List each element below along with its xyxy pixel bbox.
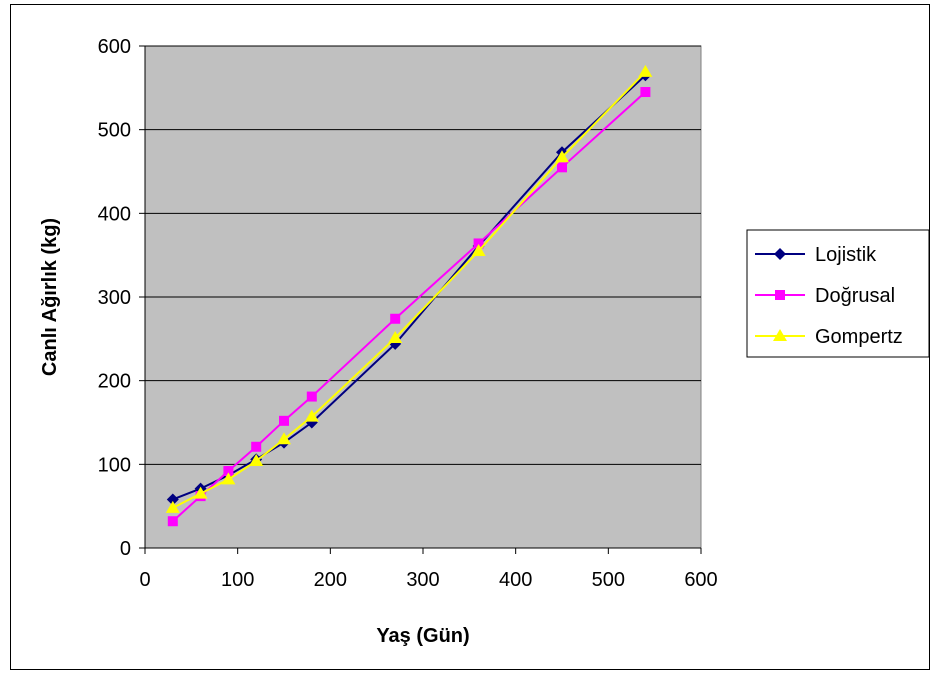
legend-marker bbox=[775, 290, 785, 300]
y-tick-label: 100 bbox=[98, 454, 131, 476]
x-tick-label: 300 bbox=[406, 569, 439, 591]
series-layer bbox=[165, 64, 653, 527]
data-point bbox=[473, 238, 484, 249]
data-point bbox=[306, 391, 317, 402]
data-point bbox=[277, 432, 291, 445]
x-tick-label: 200 bbox=[314, 569, 347, 591]
y-tick-label: 400 bbox=[98, 203, 131, 225]
series-line bbox=[172, 74, 647, 501]
series-2 bbox=[165, 64, 653, 513]
y-tick-labels: 0 100 200 300 400 500 600 bbox=[98, 36, 145, 560]
x-tick-label: 600 bbox=[684, 569, 717, 591]
x-tick-label: 0 bbox=[139, 569, 150, 591]
data-point bbox=[471, 243, 486, 256]
data-point bbox=[557, 162, 567, 173]
data-point bbox=[638, 64, 653, 77]
y-tick-label: 500 bbox=[98, 120, 131, 142]
data-point bbox=[223, 466, 234, 477]
legend-label: Lojistik bbox=[815, 244, 877, 266]
x-tick-label: 100 bbox=[221, 569, 254, 591]
x-tick-label: 400 bbox=[499, 569, 532, 591]
x-tick-labels: 0 100 200 300 400 500 600 bbox=[139, 548, 718, 591]
legend-marker bbox=[773, 329, 787, 341]
legend-label: Doğrusal bbox=[815, 285, 895, 307]
legend-item: Doğrusal bbox=[755, 285, 895, 307]
legend-label: Gompertz bbox=[815, 326, 903, 348]
legend-item: Gompertz bbox=[755, 326, 903, 348]
data-point bbox=[555, 150, 569, 163]
series-line bbox=[172, 71, 647, 509]
x-axis-title: Yaş (Gün) bbox=[376, 625, 469, 647]
legend-item: Lojistik bbox=[755, 244, 877, 266]
data-point bbox=[388, 330, 403, 343]
y-tick-label: 600 bbox=[98, 36, 131, 58]
legend-marker bbox=[774, 248, 786, 260]
y-axis-title: Canlı Ağırlık (kg) bbox=[39, 218, 61, 376]
data-point bbox=[304, 409, 319, 422]
y-tick-label: 300 bbox=[98, 287, 131, 309]
data-point bbox=[279, 415, 289, 426]
data-point bbox=[249, 453, 264, 466]
data-point bbox=[165, 500, 180, 513]
data-point bbox=[166, 493, 179, 506]
gridlines bbox=[145, 45, 701, 465]
data-point bbox=[390, 313, 401, 324]
y-tick-label: 200 bbox=[98, 371, 131, 393]
data-point bbox=[193, 486, 208, 499]
legend: Lojistik Doğrusal Gompertz bbox=[746, 229, 930, 358]
data-point bbox=[251, 441, 262, 452]
data-point bbox=[221, 472, 236, 485]
x-tick-label: 500 bbox=[592, 569, 625, 591]
data-point bbox=[167, 516, 178, 527]
y-tick-label: 0 bbox=[120, 538, 131, 560]
data-point bbox=[640, 87, 651, 98]
